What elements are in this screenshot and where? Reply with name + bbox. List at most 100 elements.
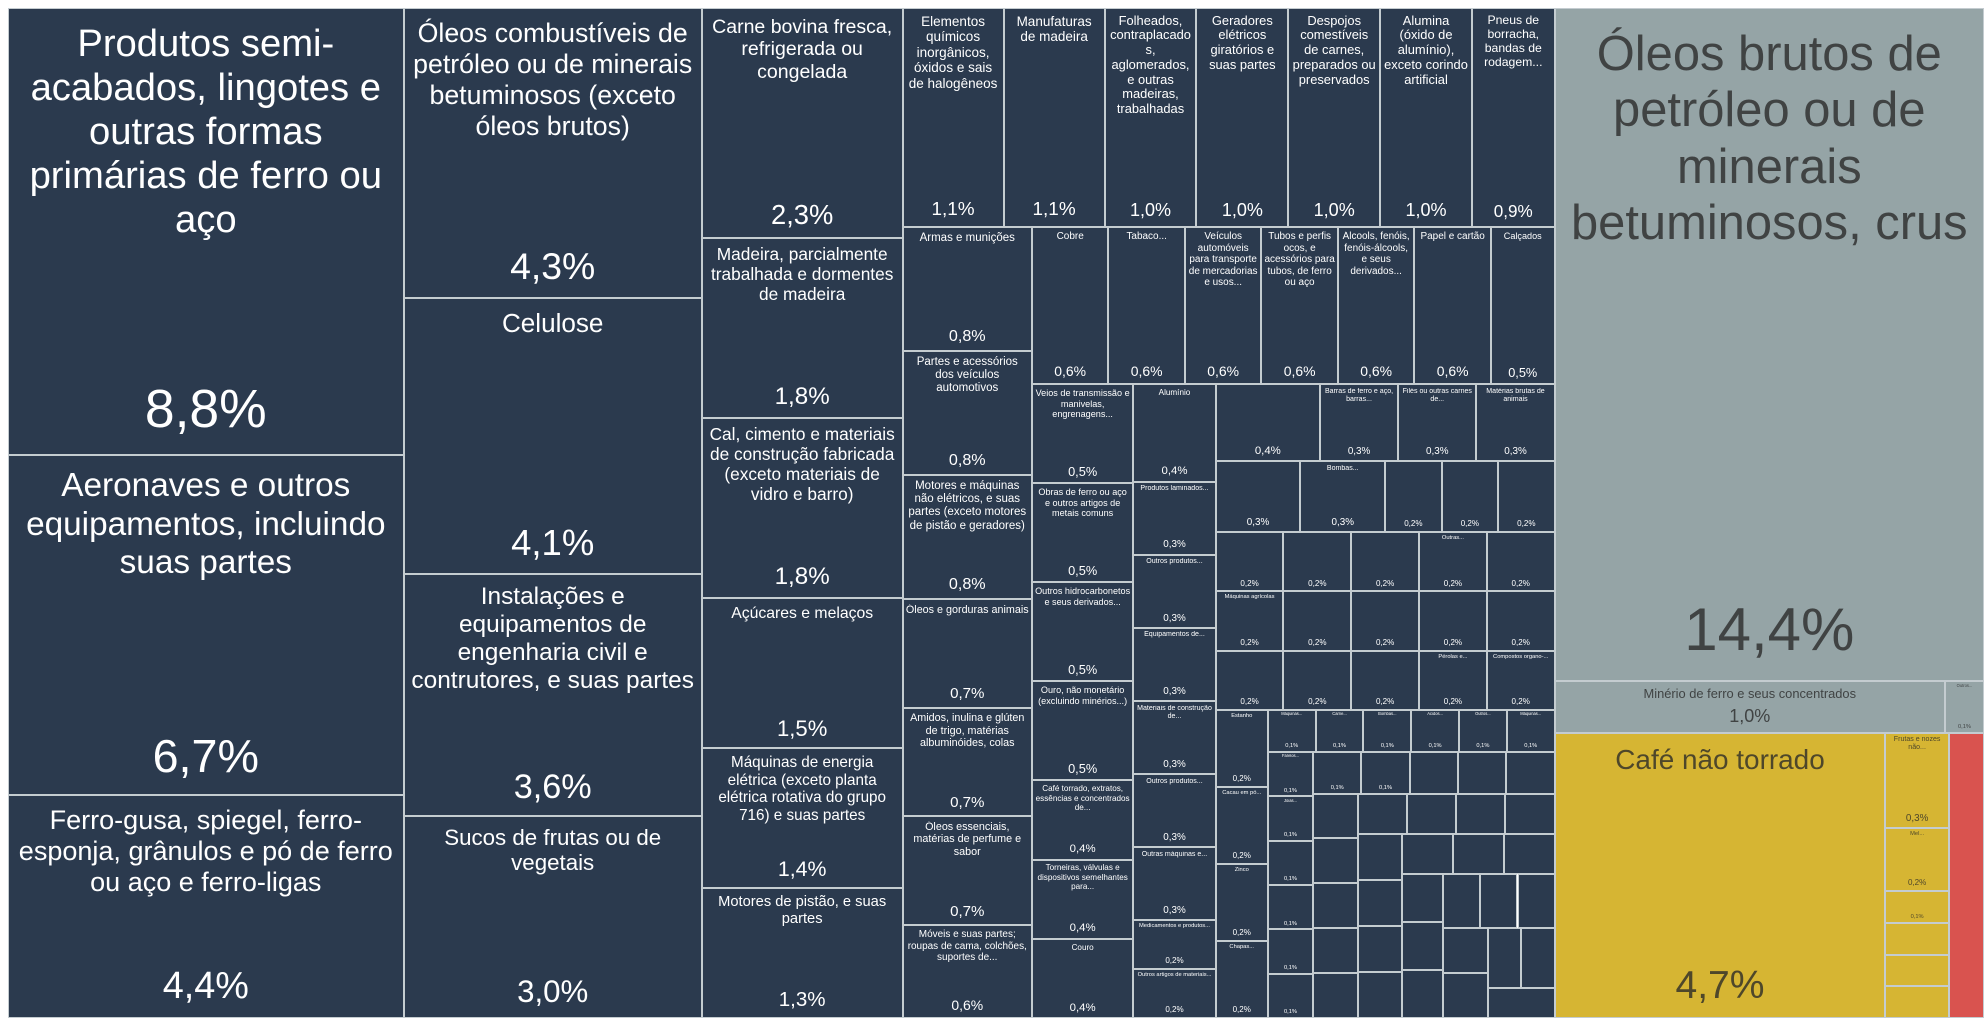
tile-label: Outros produtos... (1146, 558, 1203, 566)
tile-value: 0,1% (1476, 743, 1490, 750)
tile-label: Amidos, inulina e glúten de trigo, matér… (910, 712, 1025, 750)
tile-label: Frutas e nozes não... (1893, 736, 1941, 752)
tile-label: Sucos de frutas ou de vegetais (444, 824, 662, 876)
treemap-tile: Máquinas agrícolas 0,2% (1215, 591, 1284, 651)
treemap-tile (1401, 834, 1453, 874)
tile-label: Cacau em pó... (1222, 789, 1262, 796)
tile-value: 0,1% (1524, 743, 1538, 750)
tile-label: Cobre (1056, 231, 1084, 243)
tile-label: Obras de ferro ou aço e outros artigos d… (1038, 487, 1127, 519)
treemap-tile (1487, 927, 1522, 988)
tile-value: 0,6% (1130, 363, 1163, 380)
tile-label: Couro (1071, 942, 1094, 952)
treemap-tile: Ácidos... 0,1% (1411, 709, 1459, 752)
tile-value: 0,8% (948, 326, 986, 345)
tile-label: Estanho (1231, 712, 1253, 719)
treemap-tile: Manufaturas de madeira 1,1% (1003, 8, 1105, 227)
treemap-tile (1401, 921, 1444, 970)
treemap-tile: Cacau em pó... 0,2% (1215, 786, 1268, 864)
tile-label: Barras de ferro e aço, barras... (1324, 387, 1394, 403)
treemap-tile: Óleos brutos de petróleo ou de minerais … (1554, 8, 1984, 682)
treemap-tile: 0,2% (1351, 650, 1420, 710)
tile-value: 0,2% (1308, 697, 1327, 707)
treemap-tile: Álcools, fenóis, fenóis-álcools, e seus … (1337, 226, 1415, 385)
tile-value: 0,5% (1068, 662, 1098, 678)
treemap-tile: 0,2% (1385, 461, 1442, 533)
treemap-tile (1885, 954, 1949, 987)
tile-value: 0,3% (1347, 445, 1371, 457)
treemap-tile: Pneus de borracha, bandas de rodagem... 0… (1471, 8, 1555, 227)
tile-label: Farelos... (1281, 754, 1299, 759)
tile-value: 1,4% (777, 857, 827, 882)
treemap-tile: Folheados, contraplacados, aglomerados, … (1104, 8, 1197, 227)
tile-value: 1,0% (1729, 706, 1771, 727)
tile-label: Outros hidrocarbonetos e seus derivados.… (1035, 586, 1131, 607)
treemap-tile (1357, 972, 1402, 1018)
tile-value: 3,6% (513, 767, 592, 806)
tile-value: 0,2% (1404, 519, 1423, 529)
treemap-tile: Máquinas... 0,1% (1506, 709, 1555, 752)
treemap-tile: Chapas... 0,2% (1215, 940, 1268, 1018)
treemap-tile: Bombas... 0,1% (1363, 709, 1412, 752)
treemap-tile: Armas e munições 0,8% (902, 226, 1032, 351)
treemap-tile: Cobre 0,6% (1031, 226, 1109, 385)
treemap-tile (1458, 751, 1507, 794)
tile-value: 1,1% (931, 199, 975, 221)
tile-value: 1,0% (1129, 200, 1172, 221)
tile-value: 0,2% (1240, 697, 1259, 707)
treemap-tile: Partes e acessórios dos veículos automot… (902, 350, 1032, 475)
treemap-tile: Outros... 0,1% (1944, 681, 1984, 733)
treemap-tile (1885, 986, 1949, 1018)
treemap-tile: Máquinas... 0,1% (1267, 709, 1316, 752)
treemap-tile: Outros artigos de materiais... 0,2% (1133, 969, 1216, 1018)
treemap-tile: 0,1% (1267, 973, 1314, 1018)
tile-value: 8,8% (144, 380, 267, 440)
tile-value: 0,1% (1283, 787, 1297, 794)
tile-value: 0,1% (1957, 724, 1971, 731)
tile-label: Aeronaves e outros equipamentos, incluin… (26, 467, 386, 581)
tile-label: Óleos essenciais, matérias de perfume e … (913, 821, 1022, 858)
treemap-tile: 0,2% (1283, 591, 1352, 651)
tile-label: Chapas... (1229, 944, 1255, 950)
treemap-tile: Filés ou outras carnes de... 0,3% (1398, 384, 1477, 462)
tile-value: 0,1% (1283, 964, 1297, 971)
treemap-tile: Sucos de frutas ou de vegetais 3,0% (403, 816, 702, 1018)
treemap-tile: 0,2% (1215, 532, 1284, 592)
tile-value: 0,3% (1163, 758, 1186, 770)
treemap-tile: Outros... 0,1% (1459, 709, 1507, 752)
treemap-tile (1357, 880, 1402, 927)
tile-value: 0,2% (1232, 851, 1251, 861)
treemap-tile (1313, 973, 1358, 1018)
tile-label: Ferro-gusa, spiegel, ferro-esponja, grân… (18, 805, 393, 898)
tile-label: Tubos e perfis ocos, e acessórios para t… (1264, 231, 1335, 288)
tile-value: 0,6% (1283, 363, 1316, 380)
treemap-tile: 0,1% (1267, 929, 1314, 974)
treemap-tile (1885, 922, 1949, 955)
tile-label: Minério de ferro e seus concentrados (1643, 686, 1857, 701)
treemap-tile: Amidos, inulina e glúten de trigo, matér… (902, 707, 1032, 817)
tile-label: Cal, cimento e materiais de construção f… (709, 425, 895, 504)
tile-value: 0,2% (1517, 519, 1536, 529)
tile-value: 0,6% (1436, 363, 1469, 380)
tile-value: 0,2% (1511, 578, 1530, 588)
tile-value: 0,2% (1511, 697, 1530, 707)
treemap-tile: Elementos químicos inorgânicos, óxidos e… (902, 8, 1004, 227)
tile-value: 0,6% (1360, 363, 1393, 380)
tile-label: Máquinas... (1520, 712, 1542, 717)
tile-value: 0,6% (951, 997, 984, 1014)
tile-value: 0,1% (1380, 743, 1394, 750)
tile-value: 0,2% (1375, 697, 1395, 707)
treemap-tile: Despojos comestíveis de carnes, preparad… (1288, 8, 1381, 227)
tile-label: Bombas... (1326, 464, 1359, 472)
tile-value: 0,2% (1375, 578, 1395, 588)
treemap-tile: 0,1% (1885, 891, 1949, 923)
tile-value: 0,1% (1283, 876, 1297, 883)
tile-value: 0,3% (1331, 516, 1354, 528)
tile-value: 0,1% (1285, 743, 1299, 750)
tile-label: Álcools, fenóis, fenóis-álcools, e seus … (1342, 231, 1410, 277)
tile-value: 0,7% (950, 685, 985, 703)
tile-value: 0,1% (1283, 1009, 1297, 1016)
tile-value: 4,7% (1675, 964, 1765, 1008)
treemap-tile: Frutas e nozes não... 0,3% (1885, 732, 1949, 828)
tile-value: 0,1% (1283, 920, 1297, 927)
